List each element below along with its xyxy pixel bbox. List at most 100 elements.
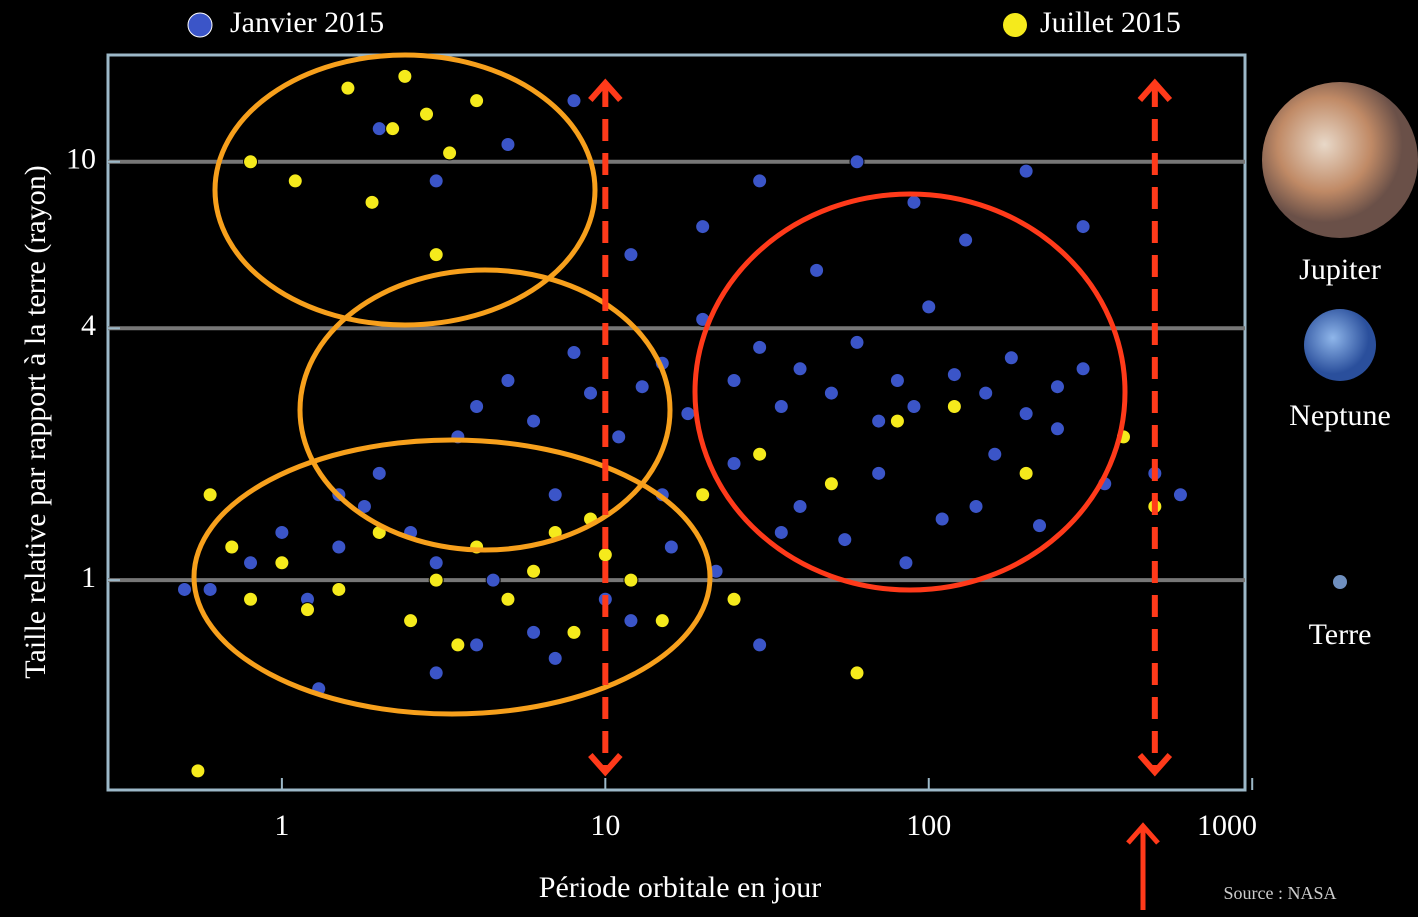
x-axis-label: Période orbitale en jour	[539, 871, 821, 904]
point	[364, 194, 380, 210]
point	[428, 247, 444, 263]
ellipse	[692, 191, 1128, 593]
point	[623, 247, 639, 263]
arrow-head	[588, 753, 623, 777]
point	[1018, 163, 1034, 179]
legend-swatch	[187, 12, 213, 38]
point	[274, 555, 290, 571]
point	[428, 572, 444, 588]
point	[752, 446, 768, 462]
grid	[108, 159, 1254, 790]
point	[469, 93, 485, 109]
legend-label: Juillet 2015	[1040, 6, 1181, 39]
point	[726, 373, 742, 389]
point	[889, 413, 905, 429]
y-axis-label: Taille relative par rapport à la terre (…	[19, 165, 52, 678]
point	[752, 173, 768, 189]
point	[469, 399, 485, 415]
point	[385, 121, 401, 137]
point	[987, 446, 1003, 462]
point	[634, 379, 650, 395]
point	[889, 373, 905, 389]
point	[547, 650, 563, 666]
point	[243, 555, 259, 571]
earth-image	[1333, 575, 1347, 589]
point	[611, 429, 627, 445]
point	[340, 80, 356, 96]
point	[299, 602, 315, 618]
point	[792, 498, 808, 514]
point	[837, 532, 853, 548]
point	[663, 539, 679, 555]
legend-label: Janvier 2015	[230, 6, 384, 39]
point	[202, 487, 218, 503]
point	[1172, 487, 1188, 503]
point	[680, 406, 696, 422]
point	[526, 624, 542, 640]
point	[773, 399, 789, 415]
point	[526, 413, 542, 429]
jupiter-image	[1262, 82, 1418, 238]
arrow-head	[1137, 753, 1173, 777]
point	[566, 93, 582, 109]
source: Source : NASA	[1224, 883, 1337, 903]
point	[1075, 361, 1091, 377]
point	[500, 136, 516, 152]
reference-lines	[588, 78, 1173, 777]
point	[906, 194, 922, 210]
point	[752, 637, 768, 653]
point	[978, 385, 994, 401]
point	[428, 555, 444, 571]
point	[202, 581, 218, 597]
point	[1049, 421, 1065, 437]
y-tick-label: 1	[81, 561, 96, 594]
x-tick-label: 100	[906, 809, 951, 842]
point	[403, 613, 419, 629]
point	[243, 591, 259, 607]
point	[726, 456, 742, 472]
ellipse	[212, 52, 598, 328]
x-tick-label: 1	[274, 809, 289, 842]
point	[177, 581, 193, 597]
point	[958, 232, 974, 248]
point	[695, 487, 711, 503]
point	[792, 361, 808, 377]
point	[823, 385, 839, 401]
point	[547, 487, 563, 503]
legend-swatch	[1003, 13, 1027, 37]
point	[849, 665, 865, 681]
point	[371, 465, 387, 481]
point	[1032, 518, 1048, 534]
highlight-ellipses	[191, 52, 1128, 717]
point	[597, 547, 613, 563]
point	[331, 539, 347, 555]
point	[1075, 219, 1091, 235]
point	[773, 524, 789, 540]
point	[331, 581, 347, 597]
y-tick-label: 10	[66, 143, 96, 176]
point	[726, 591, 742, 607]
point	[526, 563, 542, 579]
point	[243, 154, 259, 170]
point	[946, 399, 962, 415]
point	[1018, 465, 1034, 481]
point	[871, 413, 887, 429]
point	[946, 367, 962, 383]
point	[1049, 379, 1065, 395]
neptune-image	[1304, 309, 1376, 381]
point	[442, 145, 458, 161]
point	[274, 524, 290, 540]
x-tick-label: 1000	[1197, 809, 1257, 842]
point	[849, 154, 865, 170]
point	[871, 465, 887, 481]
point	[1018, 406, 1034, 422]
point	[224, 539, 240, 555]
point	[934, 511, 950, 527]
point	[623, 613, 639, 629]
point	[500, 591, 516, 607]
arrow-head	[588, 78, 623, 102]
point	[287, 173, 303, 189]
point	[566, 624, 582, 640]
point	[898, 555, 914, 571]
